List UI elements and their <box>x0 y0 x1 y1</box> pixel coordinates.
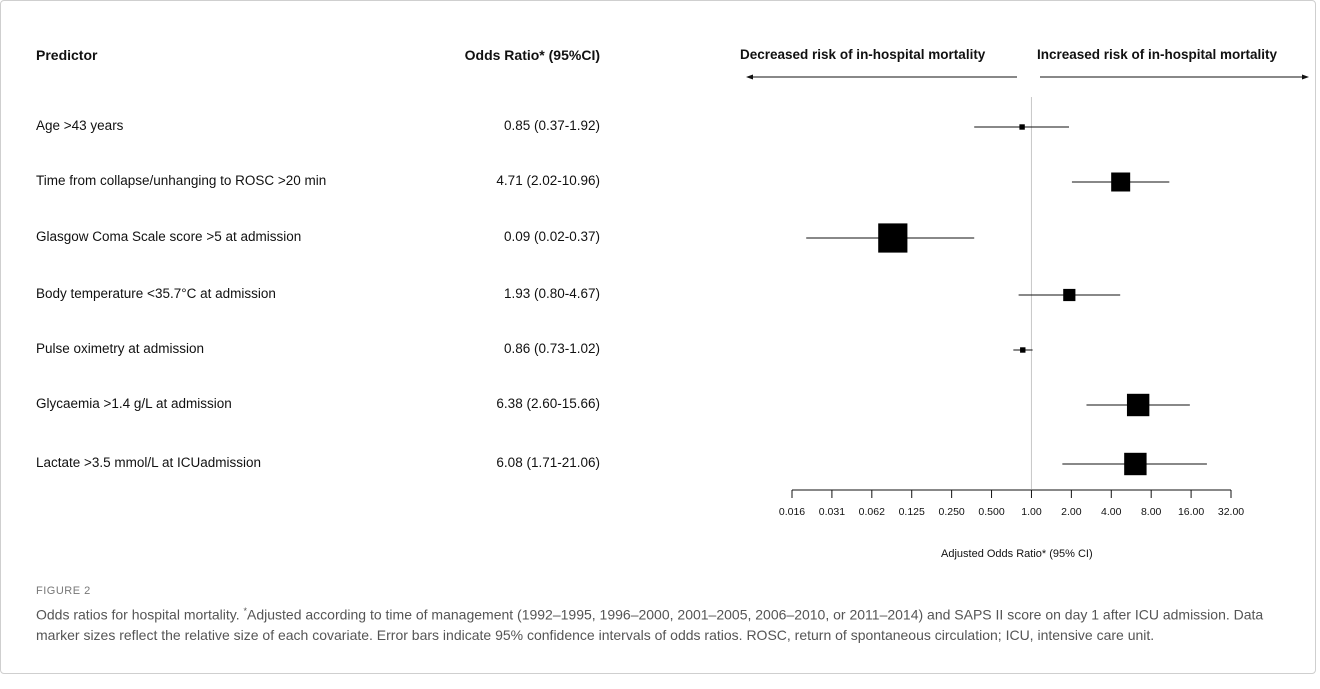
predictor-column-header: Predictor <box>36 47 98 63</box>
x-tick-label: 4.00 <box>1101 506 1122 518</box>
x-tick-label: 0.500 <box>978 506 1004 518</box>
predictor-label: Glasgow Coma Scale score >5 at admission <box>36 229 302 244</box>
odds-ratio-value: 6.08 (1.71-21.06) <box>496 455 600 470</box>
x-tick-label: 0.125 <box>899 506 925 518</box>
x-tick-label: 0.062 <box>859 506 885 518</box>
point-estimate-marker <box>878 223 908 253</box>
x-tick-label: 8.00 <box>1141 506 1162 518</box>
caption-lead: Odds ratios for hospital mortality. <box>36 606 244 623</box>
predictor-label: Glycaemia >1.4 g/L at admission <box>36 396 232 411</box>
point-estimate-marker <box>1020 347 1026 353</box>
odds-ratio-value: 4.71 (2.02-10.96) <box>496 173 600 188</box>
odds-ratio-value: 0.86 (0.73-1.02) <box>503 341 600 356</box>
x-axis-label: Adjusted Odds Ratio* (95% CI) <box>941 548 1093 560</box>
point-estimate-marker <box>1111 172 1131 192</box>
predictor-label: Body temperature <35.7°C at admission <box>36 286 276 301</box>
point-estimate-marker <box>1126 393 1150 417</box>
caption-asterisk: * <box>243 606 247 616</box>
point-estimate-marker <box>1019 124 1025 130</box>
predictor-label: Time from collapse/unhanging to ROSC >20… <box>36 173 327 188</box>
odds-ratio-column-header: Odds Ratio* (95%CI) <box>464 47 600 63</box>
x-tick-label: 2.00 <box>1061 506 1082 518</box>
figure-caption: Odds ratios for hospital mortality. *Adj… <box>36 601 1276 645</box>
x-tick-label: 1.00 <box>1021 506 1042 518</box>
point-estimate-marker <box>1124 452 1147 476</box>
figure-frame <box>0 0 1316 674</box>
x-tick-label: 16.00 <box>1178 506 1204 518</box>
figure-label: FIGURE 2 <box>36 585 91 597</box>
predictor-label: Pulse oximetry at admission <box>36 341 205 356</box>
x-tick-label: 32.00 <box>1218 506 1244 518</box>
odds-ratio-value: 1.93 (0.80-4.67) <box>503 286 600 301</box>
caption-body: Adjusted according to time of management… <box>36 606 1264 643</box>
x-tick-label: 0.016 <box>779 506 805 518</box>
predictor-label: Age >43 years <box>36 118 124 133</box>
x-tick-label: 0.250 <box>938 506 964 518</box>
decreased-risk-arrowhead <box>746 74 753 80</box>
odds-ratio-value: 6.38 (2.60-15.66) <box>496 396 600 411</box>
increased-risk-label: Increased risk of in-hospital mortality <box>1037 47 1278 62</box>
odds-ratio-value: 0.09 (0.02-0.37) <box>503 229 600 244</box>
x-tick-label: 0.031 <box>819 506 845 518</box>
increased-risk-arrowhead <box>1302 74 1309 80</box>
predictor-label: Lactate >3.5 mmol/L at ICUadmission <box>36 455 261 470</box>
odds-ratio-value: 0.85 (0.37-1.92) <box>503 118 600 133</box>
point-estimate-marker <box>1063 288 1076 302</box>
decreased-risk-label: Decreased risk of in-hospital mortality <box>740 47 986 62</box>
